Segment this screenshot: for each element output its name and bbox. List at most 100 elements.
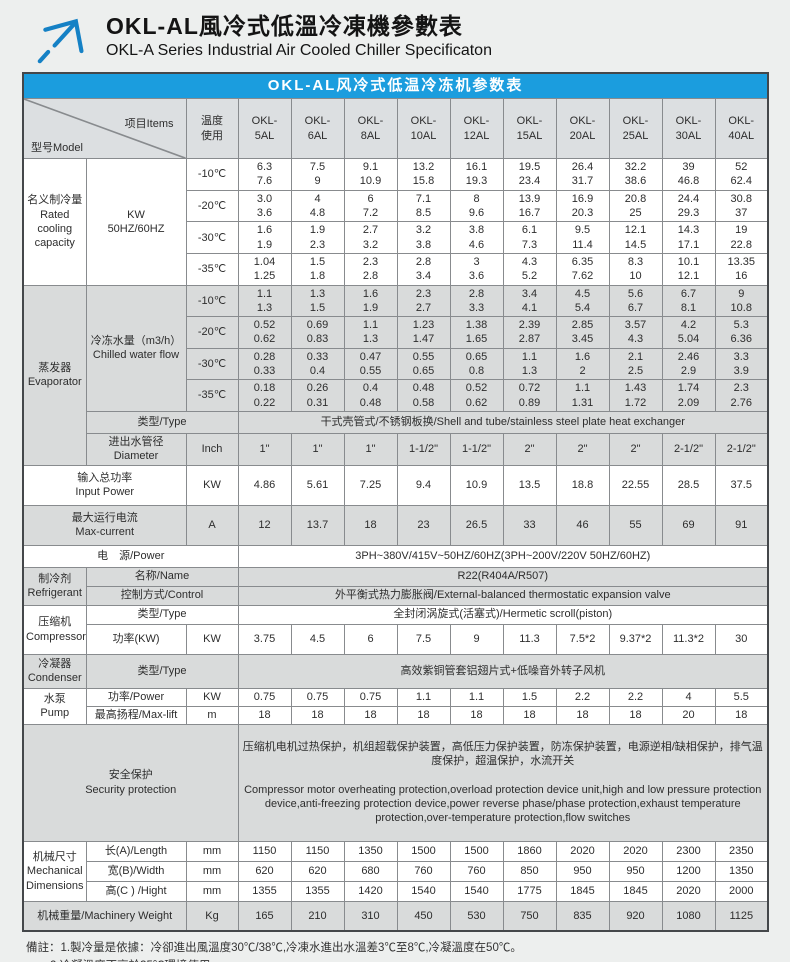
power-supply-value: 3PH~380V/415V~50HZ/60HZ(3PH~200V/220V 50…	[237, 544, 769, 568]
value-cell: 2-1/2"	[714, 432, 769, 466]
value-cell: 1.04 1.25	[237, 252, 292, 286]
page-title-zh: OKL-AL風冷式低溫冷凍機參數表	[106, 13, 463, 39]
pump-lift-row: 最高扬程/Max-lift m 18 18 18 18 18 18 18 18 20 18	[23, 705, 769, 725]
value-cell: 5.5	[714, 687, 769, 707]
dimension-width-row: 宽(B)/Width mm 620 620 680 760 760 850 950 950 12…	[23, 860, 769, 882]
model-header-cell: OKL- 10AL	[396, 97, 451, 160]
value-cell: 2020	[555, 840, 610, 862]
model-header-cell: OKL- 15AL	[502, 97, 557, 160]
value-cell: 450	[396, 900, 451, 932]
evaporator-type-row: 类型/Type 干式壳管式/不锈钢板换/Shell and tube/stain…	[23, 410, 769, 434]
value-cell: 4.2 5.04	[661, 316, 716, 349]
value-cell: 20	[661, 705, 716, 725]
value-cell: 9	[449, 623, 504, 655]
value-cell: 6.35 7.62	[555, 252, 610, 286]
value-cell: 0.52 0.62	[237, 316, 292, 349]
note-zh-2: 2.冷凝溫度不高於35℃環境使用。	[26, 958, 766, 962]
model-header-cell: OKL- 40AL	[714, 97, 769, 160]
condenser-section-label: 冷凝器 Condenser	[22, 653, 87, 689]
value-cell: 1775	[502, 880, 557, 902]
value-cell: 920	[608, 900, 663, 932]
capacity-item-label: KW 50HZ/60HZ	[85, 158, 187, 286]
model-header-cell: OKL- 25AL	[608, 97, 663, 160]
refrigerant-control-row: 控制方式/Control 外平衡式热力膨胀阀/External-balanced…	[23, 585, 769, 606]
value-cell: 8 9.6	[449, 189, 504, 223]
value-cell: 1845	[608, 880, 663, 902]
value-cell: 4.86	[237, 464, 292, 506]
value-cell: 11.3*2	[661, 623, 716, 655]
security-label: 安全保护 Security protection	[22, 723, 239, 842]
value-cell: 1080	[661, 900, 716, 932]
capacity-section-label: 名义制冷量 Rated cooling capacity	[22, 158, 87, 286]
value-cell: 2020	[608, 840, 663, 862]
value-cell: 3.57 4.3	[608, 316, 663, 349]
value-cell: 30.8 37	[714, 189, 769, 223]
value-cell: 1540	[449, 880, 504, 902]
value-cell: 26.5	[449, 504, 504, 546]
value-cell: 18	[608, 705, 663, 725]
corner-model-label: 型号Model	[31, 141, 83, 154]
value-cell: 1.38 1.65	[449, 316, 504, 349]
page-title-en: OKL-A Series Industrial Air Cooled Chill…	[106, 41, 492, 59]
value-cell: 4	[661, 687, 716, 707]
value-cell: 1.23 1.47	[396, 316, 451, 349]
table-banner-title: OKL-AL风冷式低温冷冻机参数表	[22, 72, 769, 99]
value-cell: 620	[290, 860, 345, 882]
value-cell: 2.3 2.8	[343, 252, 398, 286]
evaporator-section-label: 蒸发器 Evaporator	[22, 284, 87, 466]
value-cell: 4.3 5.2	[502, 252, 557, 286]
refrigerant-section-label: 制冷剂 Refrigerant	[22, 566, 87, 606]
value-cell: 1355	[290, 880, 345, 902]
value-cell: 18	[343, 504, 398, 546]
model-header-cell: OKL- 12AL	[449, 97, 504, 160]
value-cell: 55	[608, 504, 663, 546]
condenser-row: 冷凝器 Condenser 类型/Type 高效紫铜管套铝翅片式+低噪音外转子风…	[22, 653, 769, 689]
value-cell: 18	[714, 705, 769, 725]
value-cell: 7.5*2	[555, 623, 610, 655]
value-cell: 1.1	[396, 687, 451, 707]
value-cell: 1.6 1.9	[343, 284, 398, 318]
value-cell: 69	[661, 504, 716, 546]
value-cell: 2.46 2.9	[661, 347, 716, 381]
temp-header-cell: 温度 使用	[185, 97, 239, 160]
refrigerant-name-row: 制冷剂 Refrigerant 名称/Name R22(R404A/R507)	[22, 566, 769, 606]
evaporator-type-label: 类型/Type	[85, 410, 239, 434]
value-cell: 0.47 0.55	[343, 347, 398, 381]
value-cell: 1.6 1.9	[237, 221, 292, 254]
compressor-type-row: 压缩机 Compressor 类型/Type 全封闭涡旋式(活塞式)/Herme…	[22, 604, 769, 655]
value-cell: 0.33 0.4	[290, 347, 345, 381]
model-header-cell: OKL- 30AL	[661, 97, 716, 160]
value-cell: 2.8 3.4	[396, 252, 451, 286]
model-header-cell: OKL- 6AL	[290, 97, 345, 160]
input-power-label: 输入总功率 Input Power	[22, 464, 187, 506]
value-cell: 46	[555, 504, 610, 546]
value-cell: 2000	[714, 880, 769, 902]
security-value: 压缩机电机过热保护，机组超载保护装置，高低压力保护装置，防冻保护装置，电源逆相/…	[237, 723, 769, 842]
value-cell: 760	[396, 860, 451, 882]
compressor-power-unit: KW	[185, 623, 239, 655]
value-cell: 1845	[555, 880, 610, 902]
length-unit: mm	[185, 840, 239, 862]
value-cell: 1.3 1.5	[290, 284, 345, 318]
value-cell: 4 4.8	[290, 189, 345, 223]
value-cell: 18	[555, 705, 610, 725]
model-header-cell: OKL- 5AL	[237, 97, 292, 160]
security-row: 安全保护 Security protection 压缩机电机过热保护，机组超载保…	[22, 723, 769, 842]
condenser-type-value: 高效紫铜管套铝翅片式+低噪音外转子风机	[237, 653, 769, 689]
pump-power-unit: KW	[185, 687, 239, 707]
value-cell: 9.1 10.9	[343, 158, 398, 191]
value-cell: 1500	[449, 840, 504, 862]
security-value-en: Compressor motor overheating protection,…	[244, 783, 762, 825]
weight-label: 机械重量/Machinery Weight	[22, 900, 187, 932]
value-cell: 6.3 7.6	[237, 158, 292, 191]
value-cell: 6 7.2	[343, 189, 398, 223]
value-cell: 9 10.8	[714, 284, 769, 318]
value-cell: 2.1 2.5	[608, 347, 663, 381]
value-cell: 1150	[237, 840, 292, 862]
input-power-row: 输入总功率 Input Power KW 4.86 5.61 7.25 9.4 10.9…	[22, 464, 769, 506]
value-cell: 6.7 8.1	[661, 284, 716, 318]
value-cell: 26.4 31.7	[555, 158, 610, 191]
capacity-row: 名义制冷量 Rated cooling capacity KW 50HZ/60H…	[22, 158, 769, 286]
evaporator-row: 蒸发器 Evaporator 冷冻水量（m3/h） Chilled water …	[22, 284, 769, 466]
